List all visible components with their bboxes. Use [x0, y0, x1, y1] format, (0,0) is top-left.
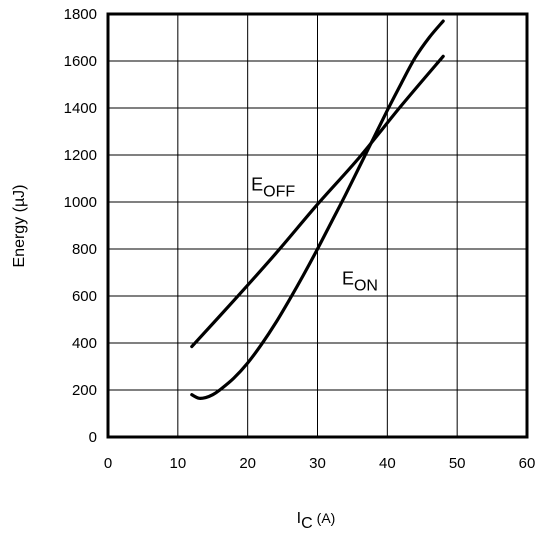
- y-tick-label: 600: [72, 288, 97, 305]
- x-tick-label: 50: [449, 455, 466, 472]
- y-tick-label: 1600: [64, 53, 97, 70]
- x-tick-labels: 0 10 20 30 40 50 60: [104, 455, 536, 472]
- x-tick-label: 20: [239, 455, 256, 472]
- series-line-e-on: [190, 19, 445, 400]
- y-tick-label: 0: [89, 429, 97, 446]
- y-tick-label: 800: [72, 241, 97, 258]
- series-line-e-off: [190, 54, 445, 349]
- x-tick-label: 0: [104, 455, 112, 472]
- x-tick-label: 10: [169, 455, 186, 472]
- series-label-e-on: EON: [342, 268, 378, 294]
- y-tick-label: 200: [72, 382, 97, 399]
- y-tick-label: 1800: [64, 6, 97, 23]
- y-tick-label: 1400: [64, 100, 97, 117]
- y-tick-labels: 0 200 400 600 800 1000 1200 1400 1600 1800: [64, 6, 97, 446]
- x-tick-label: 30: [309, 455, 326, 472]
- x-axis-title-unit: (A): [317, 510, 336, 526]
- x-axis-title-subscript: C: [301, 515, 313, 532]
- x-axis-title-main: I: [297, 510, 301, 527]
- x-tick-label: 40: [379, 455, 396, 472]
- grid-lines: [107, 13, 528, 438]
- series-labels: EOFF EON: [251, 174, 378, 294]
- series-lines: [190, 19, 445, 400]
- x-tick-label: 60: [519, 455, 536, 472]
- y-tick-label: 400: [72, 335, 97, 352]
- y-axis-title: Energy (µJ): [11, 184, 28, 267]
- x-axis-title: IC (A): [297, 510, 336, 532]
- series-label-e-off: EOFF: [251, 174, 295, 200]
- y-tick-label: 1200: [64, 147, 97, 164]
- plot-frame: [106, 12, 529, 439]
- y-tick-label: 1000: [64, 194, 97, 211]
